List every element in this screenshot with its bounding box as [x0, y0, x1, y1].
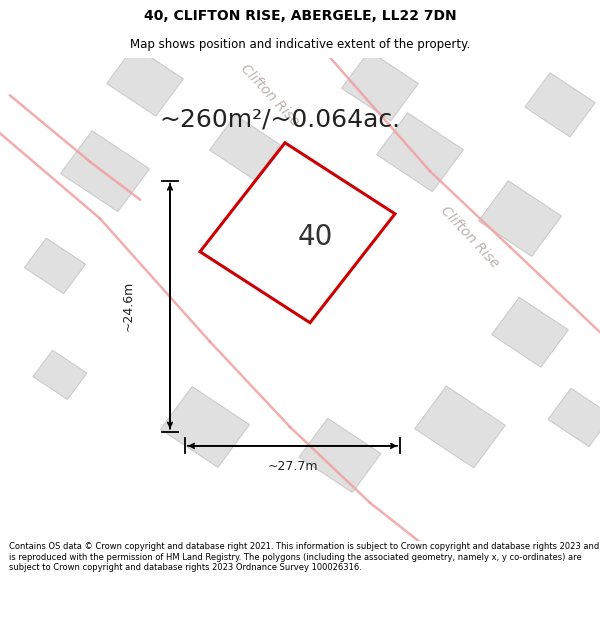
Polygon shape [491, 298, 568, 367]
Polygon shape [341, 51, 418, 121]
Text: Map shows position and indicative extent of the property.: Map shows position and indicative extent… [130, 38, 470, 51]
Polygon shape [525, 73, 595, 137]
Text: ~24.6m: ~24.6m [121, 281, 134, 331]
Polygon shape [299, 418, 381, 492]
Polygon shape [107, 46, 184, 116]
Text: Contains OS data © Crown copyright and database right 2021. This information is : Contains OS data © Crown copyright and d… [9, 542, 599, 572]
Polygon shape [161, 387, 250, 468]
Text: ~260m²/~0.064ac.: ~260m²/~0.064ac. [160, 107, 401, 131]
Polygon shape [415, 386, 505, 468]
Polygon shape [61, 131, 149, 211]
Text: Clifton Rise: Clifton Rise [438, 204, 502, 271]
Text: 40, CLIFTON RISE, ABERGELE, LL22 7DN: 40, CLIFTON RISE, ABERGELE, LL22 7DN [143, 9, 457, 23]
Text: ~27.7m: ~27.7m [268, 460, 318, 473]
Polygon shape [548, 388, 600, 447]
Polygon shape [25, 238, 86, 294]
Polygon shape [209, 115, 280, 180]
Polygon shape [377, 112, 463, 192]
Polygon shape [33, 350, 87, 399]
Polygon shape [478, 181, 562, 256]
Text: 40: 40 [298, 224, 332, 251]
Text: Clifton Rise: Clifton Rise [238, 62, 302, 129]
